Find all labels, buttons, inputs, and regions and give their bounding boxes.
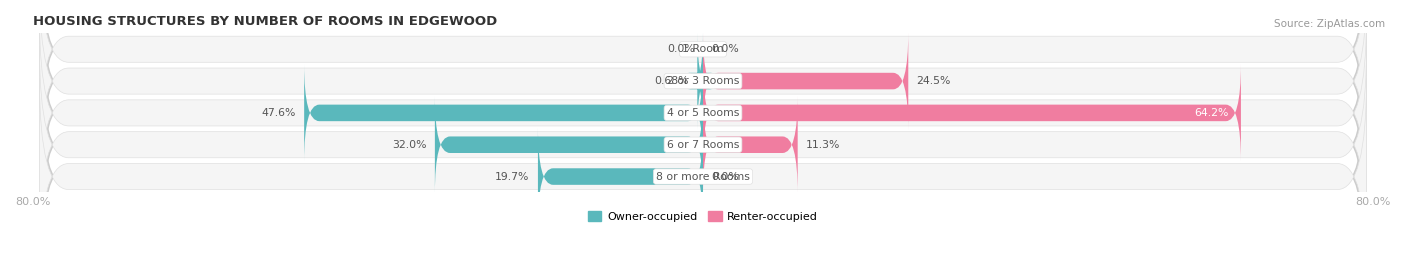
Text: 0.68%: 0.68%: [654, 76, 689, 86]
FancyBboxPatch shape: [39, 78, 1367, 269]
Text: 8 or more Rooms: 8 or more Rooms: [657, 172, 749, 182]
FancyBboxPatch shape: [304, 64, 703, 162]
FancyBboxPatch shape: [41, 0, 1365, 180]
Text: HOUSING STRUCTURES BY NUMBER OF ROOMS IN EDGEWOOD: HOUSING STRUCTURES BY NUMBER OF ROOMS IN…: [32, 15, 496, 28]
Text: 0.0%: 0.0%: [666, 44, 695, 54]
Text: Source: ZipAtlas.com: Source: ZipAtlas.com: [1274, 19, 1385, 29]
Text: 19.7%: 19.7%: [495, 172, 530, 182]
Text: 64.2%: 64.2%: [1194, 108, 1229, 118]
FancyBboxPatch shape: [39, 0, 1367, 179]
Text: 6 or 7 Rooms: 6 or 7 Rooms: [666, 140, 740, 150]
Text: 0.0%: 0.0%: [711, 172, 740, 182]
Text: 2 or 3 Rooms: 2 or 3 Rooms: [666, 76, 740, 86]
Text: 4 or 5 Rooms: 4 or 5 Rooms: [666, 108, 740, 118]
FancyBboxPatch shape: [703, 32, 908, 130]
FancyBboxPatch shape: [39, 0, 1367, 148]
Text: 32.0%: 32.0%: [392, 140, 426, 150]
FancyBboxPatch shape: [538, 128, 703, 226]
Legend: Owner-occupied, Renter-occupied: Owner-occupied, Renter-occupied: [588, 211, 818, 222]
Text: 47.6%: 47.6%: [262, 108, 295, 118]
Text: 11.3%: 11.3%: [806, 140, 841, 150]
FancyBboxPatch shape: [434, 96, 703, 194]
FancyBboxPatch shape: [41, 14, 1365, 212]
FancyBboxPatch shape: [39, 15, 1367, 211]
FancyBboxPatch shape: [41, 46, 1365, 244]
Text: 0.0%: 0.0%: [711, 44, 740, 54]
FancyBboxPatch shape: [39, 46, 1367, 243]
Text: 24.5%: 24.5%: [917, 76, 950, 86]
FancyBboxPatch shape: [41, 77, 1365, 269]
FancyBboxPatch shape: [703, 64, 1241, 162]
Text: 1 Room: 1 Room: [682, 44, 724, 54]
FancyBboxPatch shape: [41, 0, 1365, 148]
FancyBboxPatch shape: [703, 96, 797, 194]
FancyBboxPatch shape: [688, 32, 713, 130]
